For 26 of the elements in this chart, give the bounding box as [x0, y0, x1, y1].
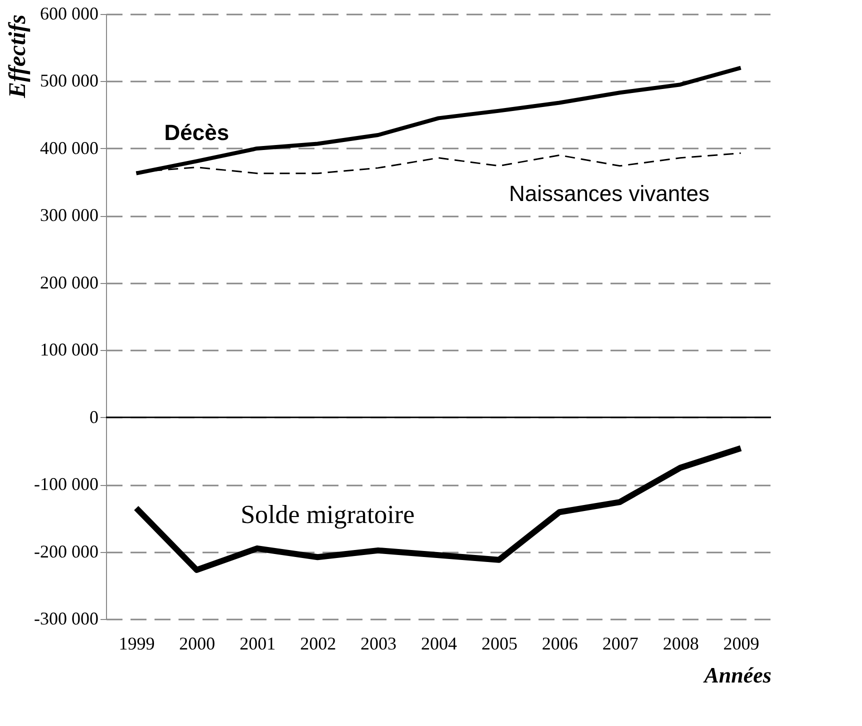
y-tick-label: -300 000: [34, 608, 98, 628]
y-tick-label: -100 000: [34, 474, 98, 494]
y-tick-label: 600 000: [40, 4, 98, 24]
x-tick-label: 2002: [300, 634, 336, 654]
x-tick-label: 2004: [421, 634, 457, 654]
y-tick-label: 0: [90, 406, 98, 427]
x-tick-label: 2008: [662, 634, 699, 654]
y-tick-label: 200 000: [40, 272, 98, 292]
x-tick-label: 2005: [481, 634, 518, 654]
x-axis-title: Années: [702, 662, 772, 688]
y-tick-label: 400 000: [40, 138, 98, 158]
x-tick-label: 2003: [360, 634, 397, 654]
y-tick-label: -200 000: [34, 541, 98, 562]
y-axis-title: Effectifs: [5, 14, 32, 100]
x-tick-label: 2009: [723, 634, 760, 654]
y-tick-label: 500 000: [40, 70, 98, 91]
x-tick-label: 2006: [542, 634, 578, 654]
y-tick-label: 100 000: [40, 340, 98, 360]
series-label: Solde migratoire: [240, 500, 415, 530]
x-tick-label: 2001: [240, 634, 276, 654]
series-label: Naissances vivantes: [508, 180, 710, 206]
x-tick-label: 1999: [118, 634, 155, 654]
y-tick-label: 300 000: [40, 205, 98, 226]
x-tick-label: 2007: [602, 634, 638, 654]
series-label: Décès: [164, 120, 230, 146]
x-tick-label: 2000: [179, 634, 216, 654]
